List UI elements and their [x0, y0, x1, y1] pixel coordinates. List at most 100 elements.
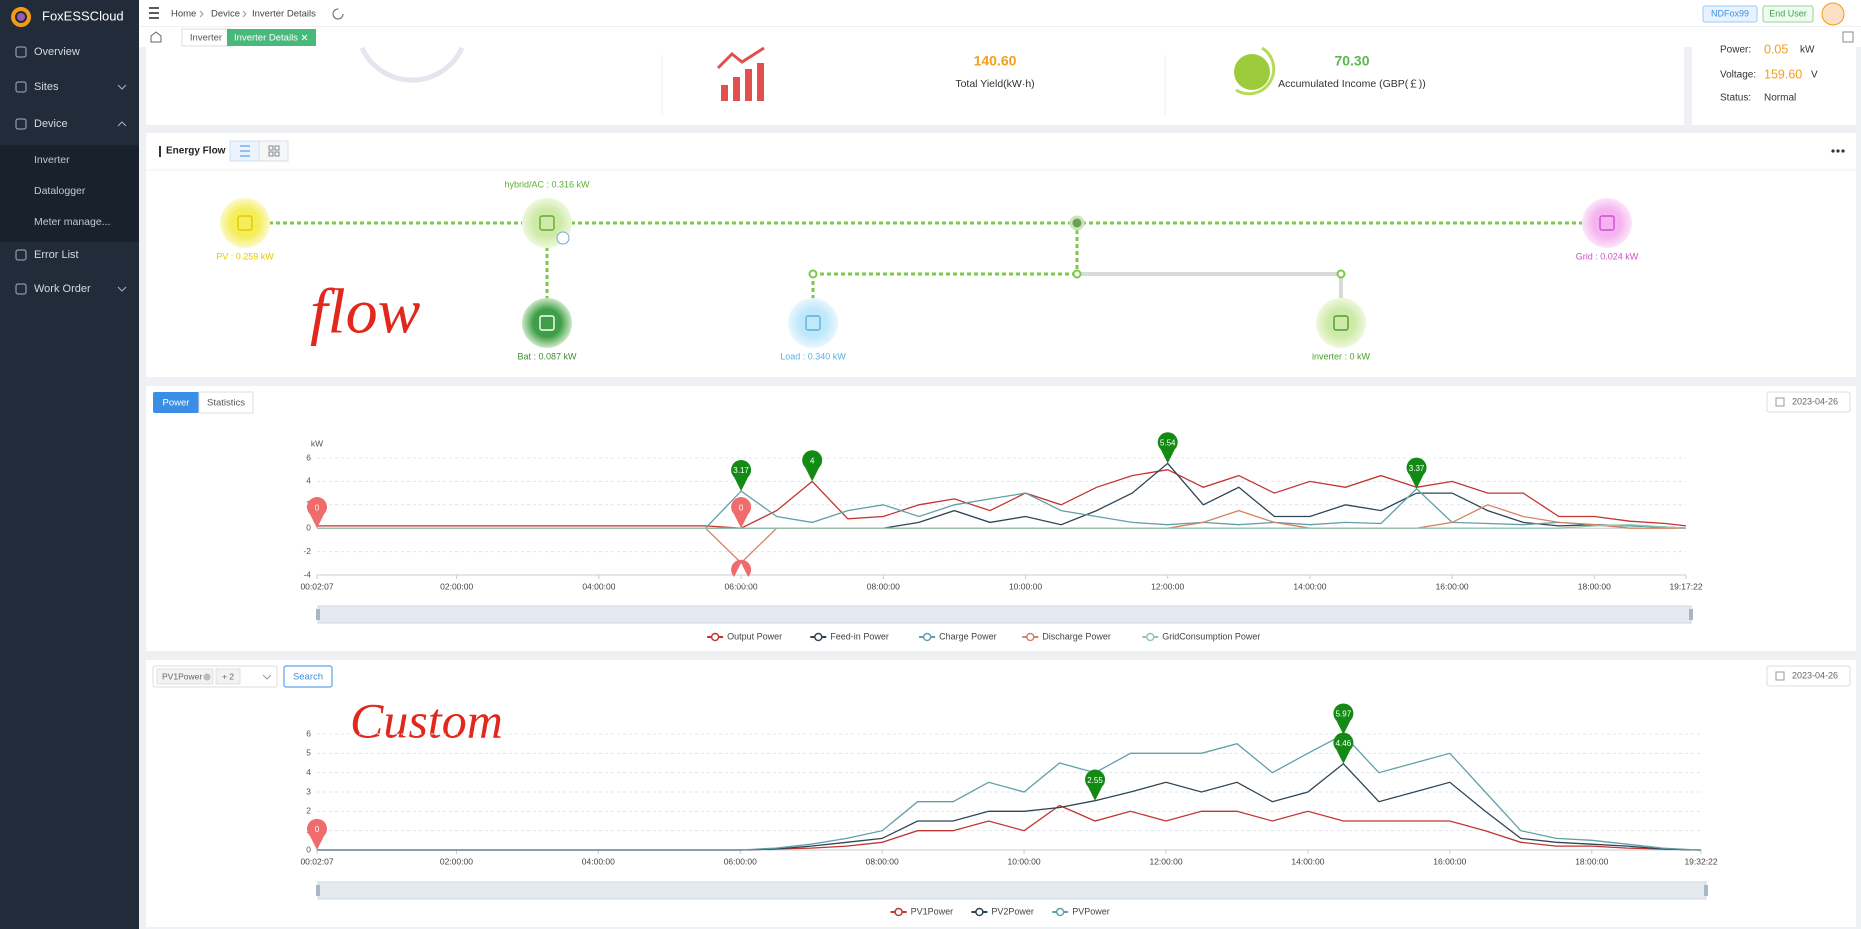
grid-icon [268, 145, 280, 157]
menu-chevron [117, 84, 127, 90]
x-tick-label: 02:00:00 [440, 856, 473, 866]
marker-pin [1406, 457, 1427, 489]
avatar[interactable] [1821, 2, 1845, 26]
view-toggle[interactable] [258, 140, 289, 162]
y-tick-label: 6 [306, 728, 311, 738]
legend-dot [1146, 632, 1155, 642]
brand-logo [11, 7, 31, 27]
legend-label[interactable]: PV1Power [911, 906, 954, 916]
legend-label[interactable]: Feed-in Power [830, 631, 889, 641]
node-label: Load : 0.340 kW [780, 351, 846, 361]
legend-label[interactable]: GridConsumption Power [1162, 631, 1260, 641]
zoom-slider[interactable] [317, 881, 1707, 900]
handwritten-note: Custom [350, 692, 503, 748]
breadcrumb[interactable]: Device [211, 9, 240, 20]
marker-pin [1085, 769, 1106, 801]
date-picker[interactable] [1766, 391, 1851, 413]
tab-bar [139, 27, 1861, 47]
zoom-handle[interactable] [1704, 885, 1708, 896]
energy-flow-card [146, 133, 1856, 377]
search-button[interactable] [283, 665, 333, 688]
x-tick-label: 02:00:00 [440, 581, 473, 591]
x-tick-label: 00:02:07 [300, 856, 333, 866]
yield-icon [721, 85, 728, 101]
flow-node[interactable] [788, 298, 838, 348]
chip-close[interactable] [203, 673, 211, 681]
panel-tab-active[interactable] [153, 392, 199, 413]
refresh-icon[interactable] [332, 8, 344, 20]
flow-node[interactable] [1582, 198, 1632, 248]
marker-pin [731, 559, 752, 577]
legend-label[interactable]: PV2Power [991, 906, 1034, 916]
breadcrumb[interactable]: Inverter Details [252, 9, 316, 20]
menu-item[interactable]: Work Order [34, 283, 91, 295]
yield-icon-line [716, 46, 765, 70]
chip [156, 668, 214, 685]
marker-pin [731, 459, 752, 492]
more-dot[interactable] [1831, 149, 1835, 153]
junction [1072, 269, 1082, 279]
breadcrumb[interactable]: Home [171, 9, 196, 20]
x-tick-label: 12:00:00 [1151, 581, 1184, 591]
home-tab[interactable] [150, 31, 162, 43]
status-label: Status: [1720, 93, 1751, 104]
flow-node[interactable] [220, 198, 270, 248]
menu-item[interactable]: Sites [34, 81, 59, 93]
breadcrumb-sep [242, 10, 247, 18]
zoom-slider[interactable] [317, 605, 1692, 624]
marker-label: 4.46 [1336, 739, 1352, 748]
y-tick-label: 6 [306, 452, 311, 462]
marker-label: 5.54 [1160, 438, 1176, 447]
zoom-handle[interactable] [1689, 609, 1693, 620]
submenu-item[interactable]: Inverter [34, 154, 70, 166]
submenu-item[interactable]: Datalogger [34, 185, 86, 197]
panel-tab: Power [163, 398, 190, 409]
x-tick-label: 06:00:00 [724, 856, 757, 866]
summary-card [146, 47, 1684, 125]
chip-text: + 2 [222, 671, 234, 681]
status-unit: kW [1800, 45, 1815, 56]
zoom-handle[interactable] [316, 885, 320, 896]
more-dot[interactable] [1836, 149, 1840, 153]
node-icon [805, 315, 821, 331]
legend-label[interactable]: Discharge Power [1042, 631, 1111, 641]
y-tick-label: -4 [303, 569, 311, 579]
stat-value: 140.60 [974, 53, 1017, 69]
marker-pin [307, 818, 327, 850]
legend-dot [1055, 907, 1065, 917]
zoom-handle[interactable] [316, 609, 320, 620]
menu-item[interactable]: Error List [34, 249, 79, 261]
menu-icon [15, 81, 27, 93]
submenu-item[interactable]: Meter manage... [34, 216, 110, 228]
tab-active[interactable] [227, 29, 316, 46]
select-arrow [262, 674, 272, 680]
legend-label[interactable]: PVPower [1072, 906, 1110, 916]
sidebar [0, 0, 139, 929]
x-tick-label: 18:00:00 [1578, 581, 1611, 591]
legend-label[interactable]: Output Power [727, 631, 782, 641]
menu-item[interactable]: Device [34, 118, 68, 130]
flow-node[interactable] [1316, 298, 1366, 348]
y-tick-label: 4 [306, 767, 311, 777]
flow-node[interactable] [522, 298, 572, 348]
date-picker[interactable] [1766, 665, 1851, 687]
x-tick-label: 10:00:00 [1009, 581, 1042, 591]
panel-tab[interactable] [198, 391, 254, 414]
chip-text: PV1Power [162, 671, 202, 681]
node-icon [1333, 315, 1349, 331]
handwritten-note: flow [310, 276, 421, 347]
node-label: hybrid/AC : 0.316 kW [504, 179, 590, 189]
panel-tab: Statistics [207, 398, 245, 409]
legend-label[interactable]: Charge Power [939, 631, 997, 641]
stat-value: 70.30 [1334, 53, 1369, 69]
tab-close[interactable] [301, 34, 308, 41]
marker-label: 0 [739, 503, 744, 512]
more-dot[interactable] [1841, 149, 1845, 153]
menu-chevron [117, 121, 127, 127]
x-tick-label: 18:00:00 [1575, 856, 1608, 866]
marker-label: 0 [315, 503, 320, 512]
menu-chevron [117, 286, 127, 292]
menu-icon [15, 46, 27, 58]
submenu-bg [0, 145, 139, 242]
menu-item[interactable]: Overview [34, 46, 80, 58]
